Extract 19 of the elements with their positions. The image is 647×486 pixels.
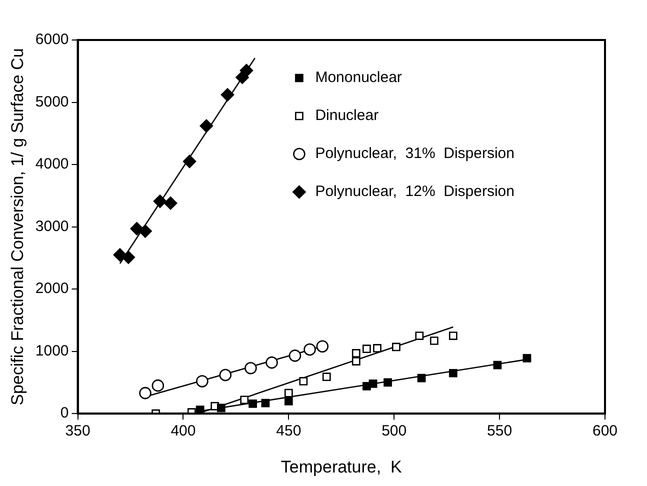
y-tick-label: 2000: [35, 280, 69, 298]
y-tick-label: 1000: [35, 342, 69, 360]
x-axis-title: Temperature, K: [280, 457, 403, 476]
x-tick-label: 550: [487, 422, 512, 440]
legend-label: Polynuclear, 31% Dispersion: [315, 145, 514, 162]
legend-label: Dinuclear: [315, 107, 379, 124]
x-tick-label: 400: [170, 422, 196, 440]
y-tick-label: 3000: [35, 218, 69, 235]
y-tick-label: 0: [60, 404, 69, 422]
y-tick-label: 4000: [35, 156, 69, 173]
legend-label: Mononuclear: [315, 69, 402, 86]
x-tick-label: 350: [65, 422, 90, 440]
x-tick-label: 500: [382, 422, 407, 440]
y-tick-label: 6000: [35, 31, 69, 48]
y-axis-title: Specific Fractional Conversion, 1/ g Surface Cu: [8, 48, 27, 406]
y-tick-label: 5000: [35, 93, 69, 110]
legend-label: Polynuclear, 12% Dispersion: [315, 183, 514, 200]
x-tick-label: 600: [592, 422, 618, 440]
x-tick-label: 450: [276, 422, 302, 440]
